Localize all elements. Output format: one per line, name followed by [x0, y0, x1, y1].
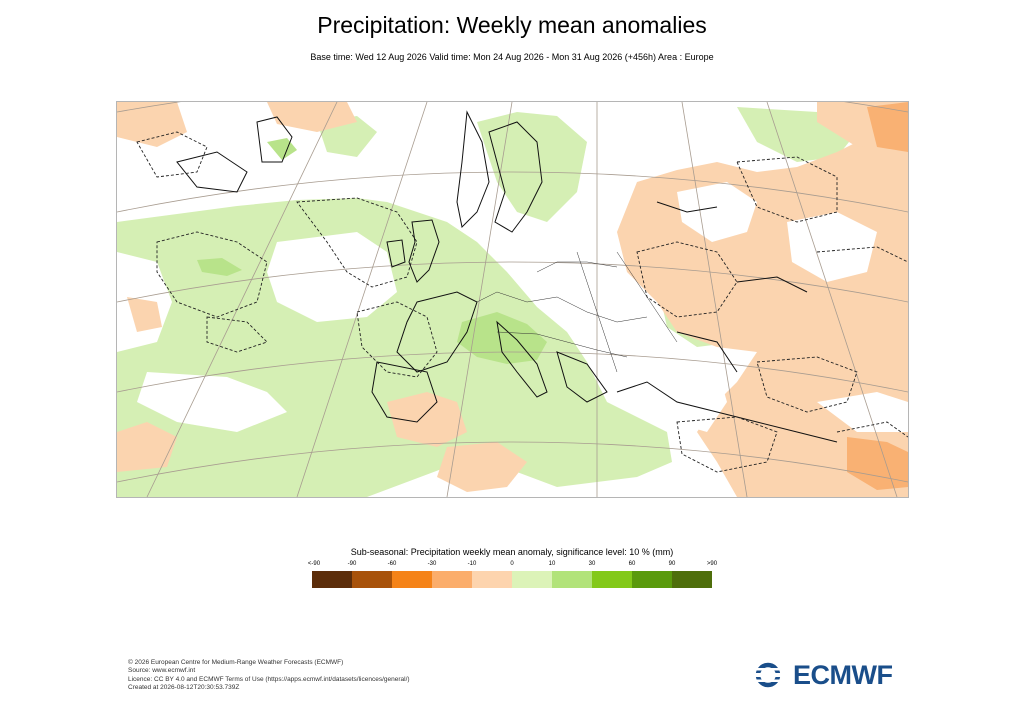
non-significant-areas	[672, 182, 908, 432]
footer-copyright: © 2026 European Centre for Medium-Range …	[128, 659, 344, 666]
legend-tick-label: -10	[467, 561, 477, 567]
legend-swatch-0	[312, 571, 352, 588]
ecmwf-logo-icon	[748, 662, 788, 688]
legend-tick-label: 60	[628, 561, 636, 567]
ecmwf-logo: ECMWF	[748, 660, 898, 690]
legend-tick-labels: <-90 -90 -60 -30 -10 0 10 30 60 90 >90	[296, 561, 728, 571]
legend-title: Sub-seasonal: Precipitation weekly mean …	[350, 547, 674, 557]
legend-swatch-9	[672, 571, 712, 588]
footer-source: Source: www.ecmwf.int	[128, 667, 196, 675]
legend-tick-label: -60	[387, 561, 397, 567]
legend-swatch-2	[392, 571, 432, 588]
legend-color-bar	[312, 571, 712, 588]
significance-contours	[136, 131, 908, 473]
positive-anomaly-mid-green	[197, 138, 547, 364]
legend-tick-label: 30	[588, 561, 596, 567]
legend-swatch-6	[552, 571, 592, 588]
legend-swatch-4	[472, 571, 512, 588]
footer-credits: © 2026 European Centre for Medium-Range …	[128, 659, 410, 692]
precipitation-anomaly-map	[116, 101, 909, 498]
legend-tick-label: >90	[706, 561, 718, 567]
negative-anomaly-mid-orange	[847, 102, 908, 490]
chart-subtitle: Base time: Wed 12 Aug 2026 Valid time: M…	[310, 52, 714, 62]
footer-licence: Licence: CC BY 4.0 and ECMWF Terms of Us…	[128, 675, 410, 683]
legend-tick-label: 90	[668, 561, 676, 567]
footer-created: Created at 2026-08-12T20:30:53.739Z	[128, 683, 240, 691]
ecmwf-logo-text: ECMWF	[793, 659, 893, 690]
map-canvas	[117, 102, 908, 497]
map-graticule	[117, 102, 908, 497]
chart-title: Precipitation: Weekly mean anomalies	[317, 12, 707, 38]
legend-swatch-1	[352, 571, 392, 588]
legend-swatch-7	[592, 571, 632, 588]
legend-swatch-3	[432, 571, 472, 588]
legend-swatch-5	[512, 571, 552, 588]
legend-tick-label: 10	[548, 561, 556, 567]
legend-tick-label: <-90	[307, 561, 321, 567]
legend-tick-label: -30	[427, 561, 437, 567]
legend-tick-label: -90	[347, 561, 357, 567]
legend-swatch-8	[632, 571, 672, 588]
legend-tick-label: 0	[510, 561, 514, 567]
coastlines	[176, 110, 838, 443]
